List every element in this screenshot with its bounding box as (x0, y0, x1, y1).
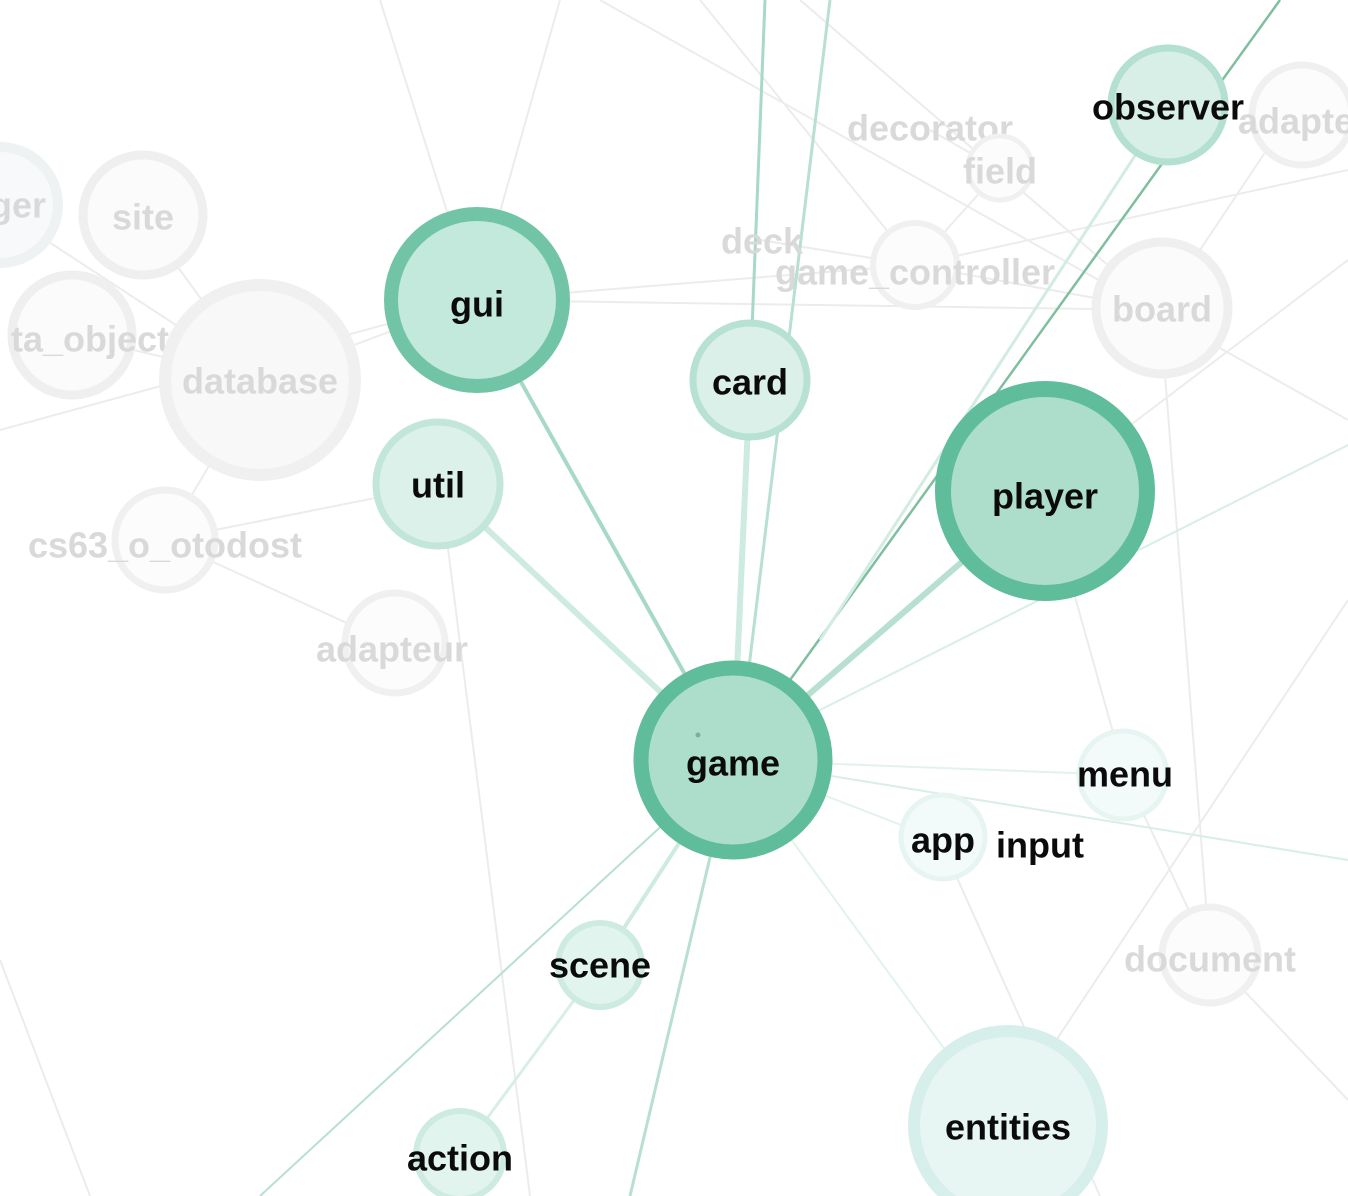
node-board-circle (1091, 237, 1233, 379)
node-player-circle (935, 381, 1155, 601)
node-game-controller-circle (870, 220, 960, 310)
node-adapte[interactable]: adapte (1238, 61, 1348, 169)
node-app[interactable]: app (898, 792, 988, 882)
node-field[interactable]: field (963, 133, 1037, 203)
node-util-circle (372, 418, 504, 550)
node-cs63[interactable]: cs63_o_otodost (28, 486, 302, 594)
cursor-dot (695, 732, 701, 738)
node-scene-circle (555, 920, 645, 1010)
node-field-circle (965, 133, 1035, 203)
node-adapteur-label: adapteur (316, 629, 468, 670)
node-gui-label: gui (450, 284, 504, 325)
node-ta-object-circle (7, 270, 137, 400)
node-adapte-label: adapte (1238, 101, 1348, 142)
node-field-label: field (963, 151, 1037, 192)
node-database-circle (159, 279, 361, 481)
node-ger[interactable]: ger (0, 142, 63, 268)
node-app-label: app (911, 820, 975, 861)
node-game-circle (633, 660, 833, 860)
node-game[interactable]: game (633, 660, 833, 860)
node-board[interactable]: board (1091, 237, 1233, 379)
node-site-label: site (112, 197, 174, 238)
node-observer[interactable]: observer (1092, 44, 1244, 166)
node-cs63-label: cs63_o_otodost (28, 525, 302, 566)
node-ger-circle (0, 142, 63, 268)
node-ta-object-label: ta_object (11, 319, 169, 360)
node-game-label: game (686, 743, 780, 784)
node-menu-circle (1076, 728, 1170, 822)
node-ta-object[interactable]: ta_object (7, 270, 169, 400)
node-player-label: player (992, 476, 1098, 517)
node-input-label: input (996, 825, 1084, 866)
node-menu-label: menu (1077, 754, 1173, 795)
node-input[interactable]: input (996, 825, 1084, 866)
node-action-circle (413, 1108, 507, 1196)
node-site[interactable]: site (78, 150, 208, 280)
node-observer-circle (1107, 44, 1229, 166)
node-database[interactable]: database (159, 279, 361, 481)
node-deck[interactable]: deck (721, 221, 804, 262)
node-site-circle (78, 150, 208, 280)
node-player[interactable]: player (935, 381, 1155, 601)
node-document-circle (1158, 903, 1262, 1007)
node-action-label: action (407, 1138, 513, 1179)
node-observer-label: observer (1092, 87, 1244, 128)
node-database-label: database (182, 361, 338, 402)
node-util[interactable]: util (372, 418, 504, 550)
node-scene-label: scene (549, 945, 651, 986)
node-entities-circle (908, 1025, 1108, 1196)
node-gui[interactable]: gui (384, 207, 570, 393)
node-deck-label: deck (721, 221, 804, 262)
node-adapte-circle (1248, 61, 1348, 169)
node-cs63-circle (111, 486, 219, 594)
node-util-label: util (411, 465, 465, 506)
node-adapteur-circle (341, 589, 449, 697)
node-game-controller[interactable]: game_controller (775, 220, 1055, 310)
node-card-circle (689, 319, 811, 441)
node-adapteur[interactable]: adapteur (316, 589, 468, 697)
node-card-label: card (712, 362, 788, 403)
node-document[interactable]: document (1124, 903, 1296, 1007)
node-entities[interactable]: entities (908, 1025, 1108, 1196)
node-entities-label: entities (945, 1107, 1071, 1148)
node-document-label: document (1124, 939, 1296, 980)
node-action[interactable]: action (407, 1108, 513, 1196)
node-card[interactable]: card (689, 319, 811, 441)
node-app-circle (898, 792, 988, 882)
node-ger-label: ger (0, 185, 46, 226)
node-menu[interactable]: menu (1076, 728, 1173, 822)
node-board-label: board (1112, 289, 1212, 330)
node-gui-circle (384, 207, 570, 393)
node-scene[interactable]: scene (549, 920, 651, 1010)
node-game-controller-label: game_controller (775, 252, 1055, 293)
